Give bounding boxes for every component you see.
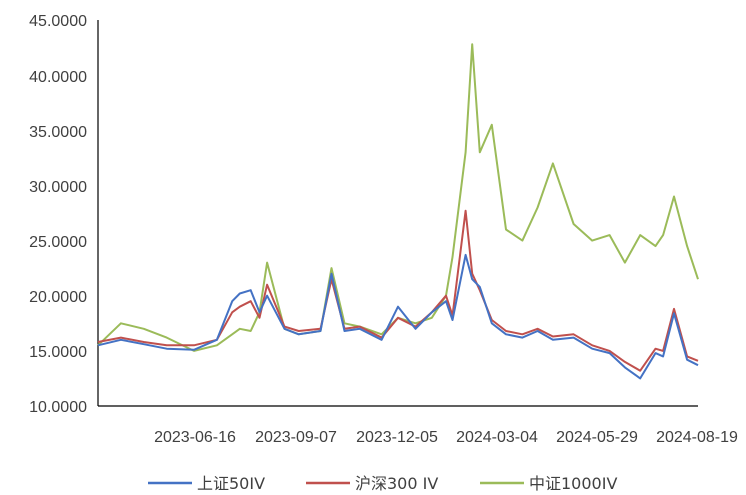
plot-area: [97, 43, 699, 380]
legend-label-csi1000: 中证1000IV: [529, 474, 617, 493]
series-line-csi1000: [97, 43, 699, 352]
y-tick-label: 15.0000: [29, 344, 87, 361]
x-tick-label: 2023-12-05: [356, 429, 438, 446]
legend-label-csi300: 沪深300 IV: [355, 474, 438, 493]
x-tick-label: 2024-08-19: [656, 429, 738, 446]
x-tick-label: 2023-09-07: [255, 429, 337, 446]
y-tick-label: 45.0000: [29, 13, 87, 30]
x-tick-label: 2023-06-16: [154, 429, 236, 446]
y-axis-ticks: 45.0000 40.0000 35.0000 30.0000 25.0000 …: [29, 13, 87, 416]
series-line-sse50: [97, 253, 699, 380]
legend: 上证50IV 沪深300 IV 中证1000IV: [148, 474, 617, 493]
y-tick-label: 30.0000: [29, 179, 87, 196]
legend-label-sse50: 上证50IV: [197, 474, 265, 493]
y-tick-label: 20.0000: [29, 289, 87, 306]
y-tick-label: 35.0000: [29, 124, 87, 141]
x-tick-label: 2024-03-04: [456, 429, 538, 446]
x-axis-ticks: 2023-06-16 2023-09-07 2023-12-05 2024-03…: [154, 429, 738, 446]
y-tick-label: 40.0000: [29, 69, 87, 86]
y-tick-label: 25.0000: [29, 234, 87, 251]
y-tick-label: 10.0000: [29, 399, 87, 416]
x-tick-label: 2024-05-29: [556, 429, 638, 446]
